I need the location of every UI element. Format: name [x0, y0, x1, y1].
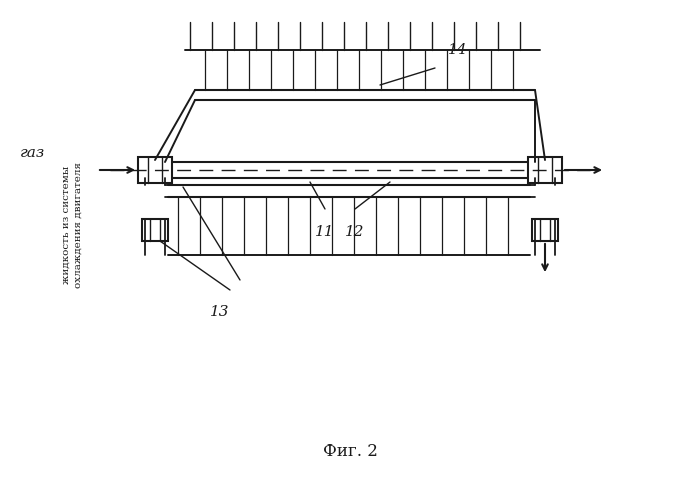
- Text: 14: 14: [448, 43, 468, 57]
- Text: 11: 11: [315, 225, 335, 239]
- Text: газ: газ: [20, 146, 46, 160]
- Bar: [142, 219, 168, 241]
- Text: 12: 12: [345, 225, 365, 239]
- Bar: [532, 219, 558, 241]
- Bar: [528, 157, 562, 183]
- Bar: [138, 157, 172, 183]
- Text: 13: 13: [210, 305, 230, 319]
- Text: Фиг. 2: Фиг. 2: [323, 444, 377, 460]
- Text: жидкость из системы
охлаждения двигателя: жидкость из системы охлаждения двигателя: [62, 162, 83, 288]
